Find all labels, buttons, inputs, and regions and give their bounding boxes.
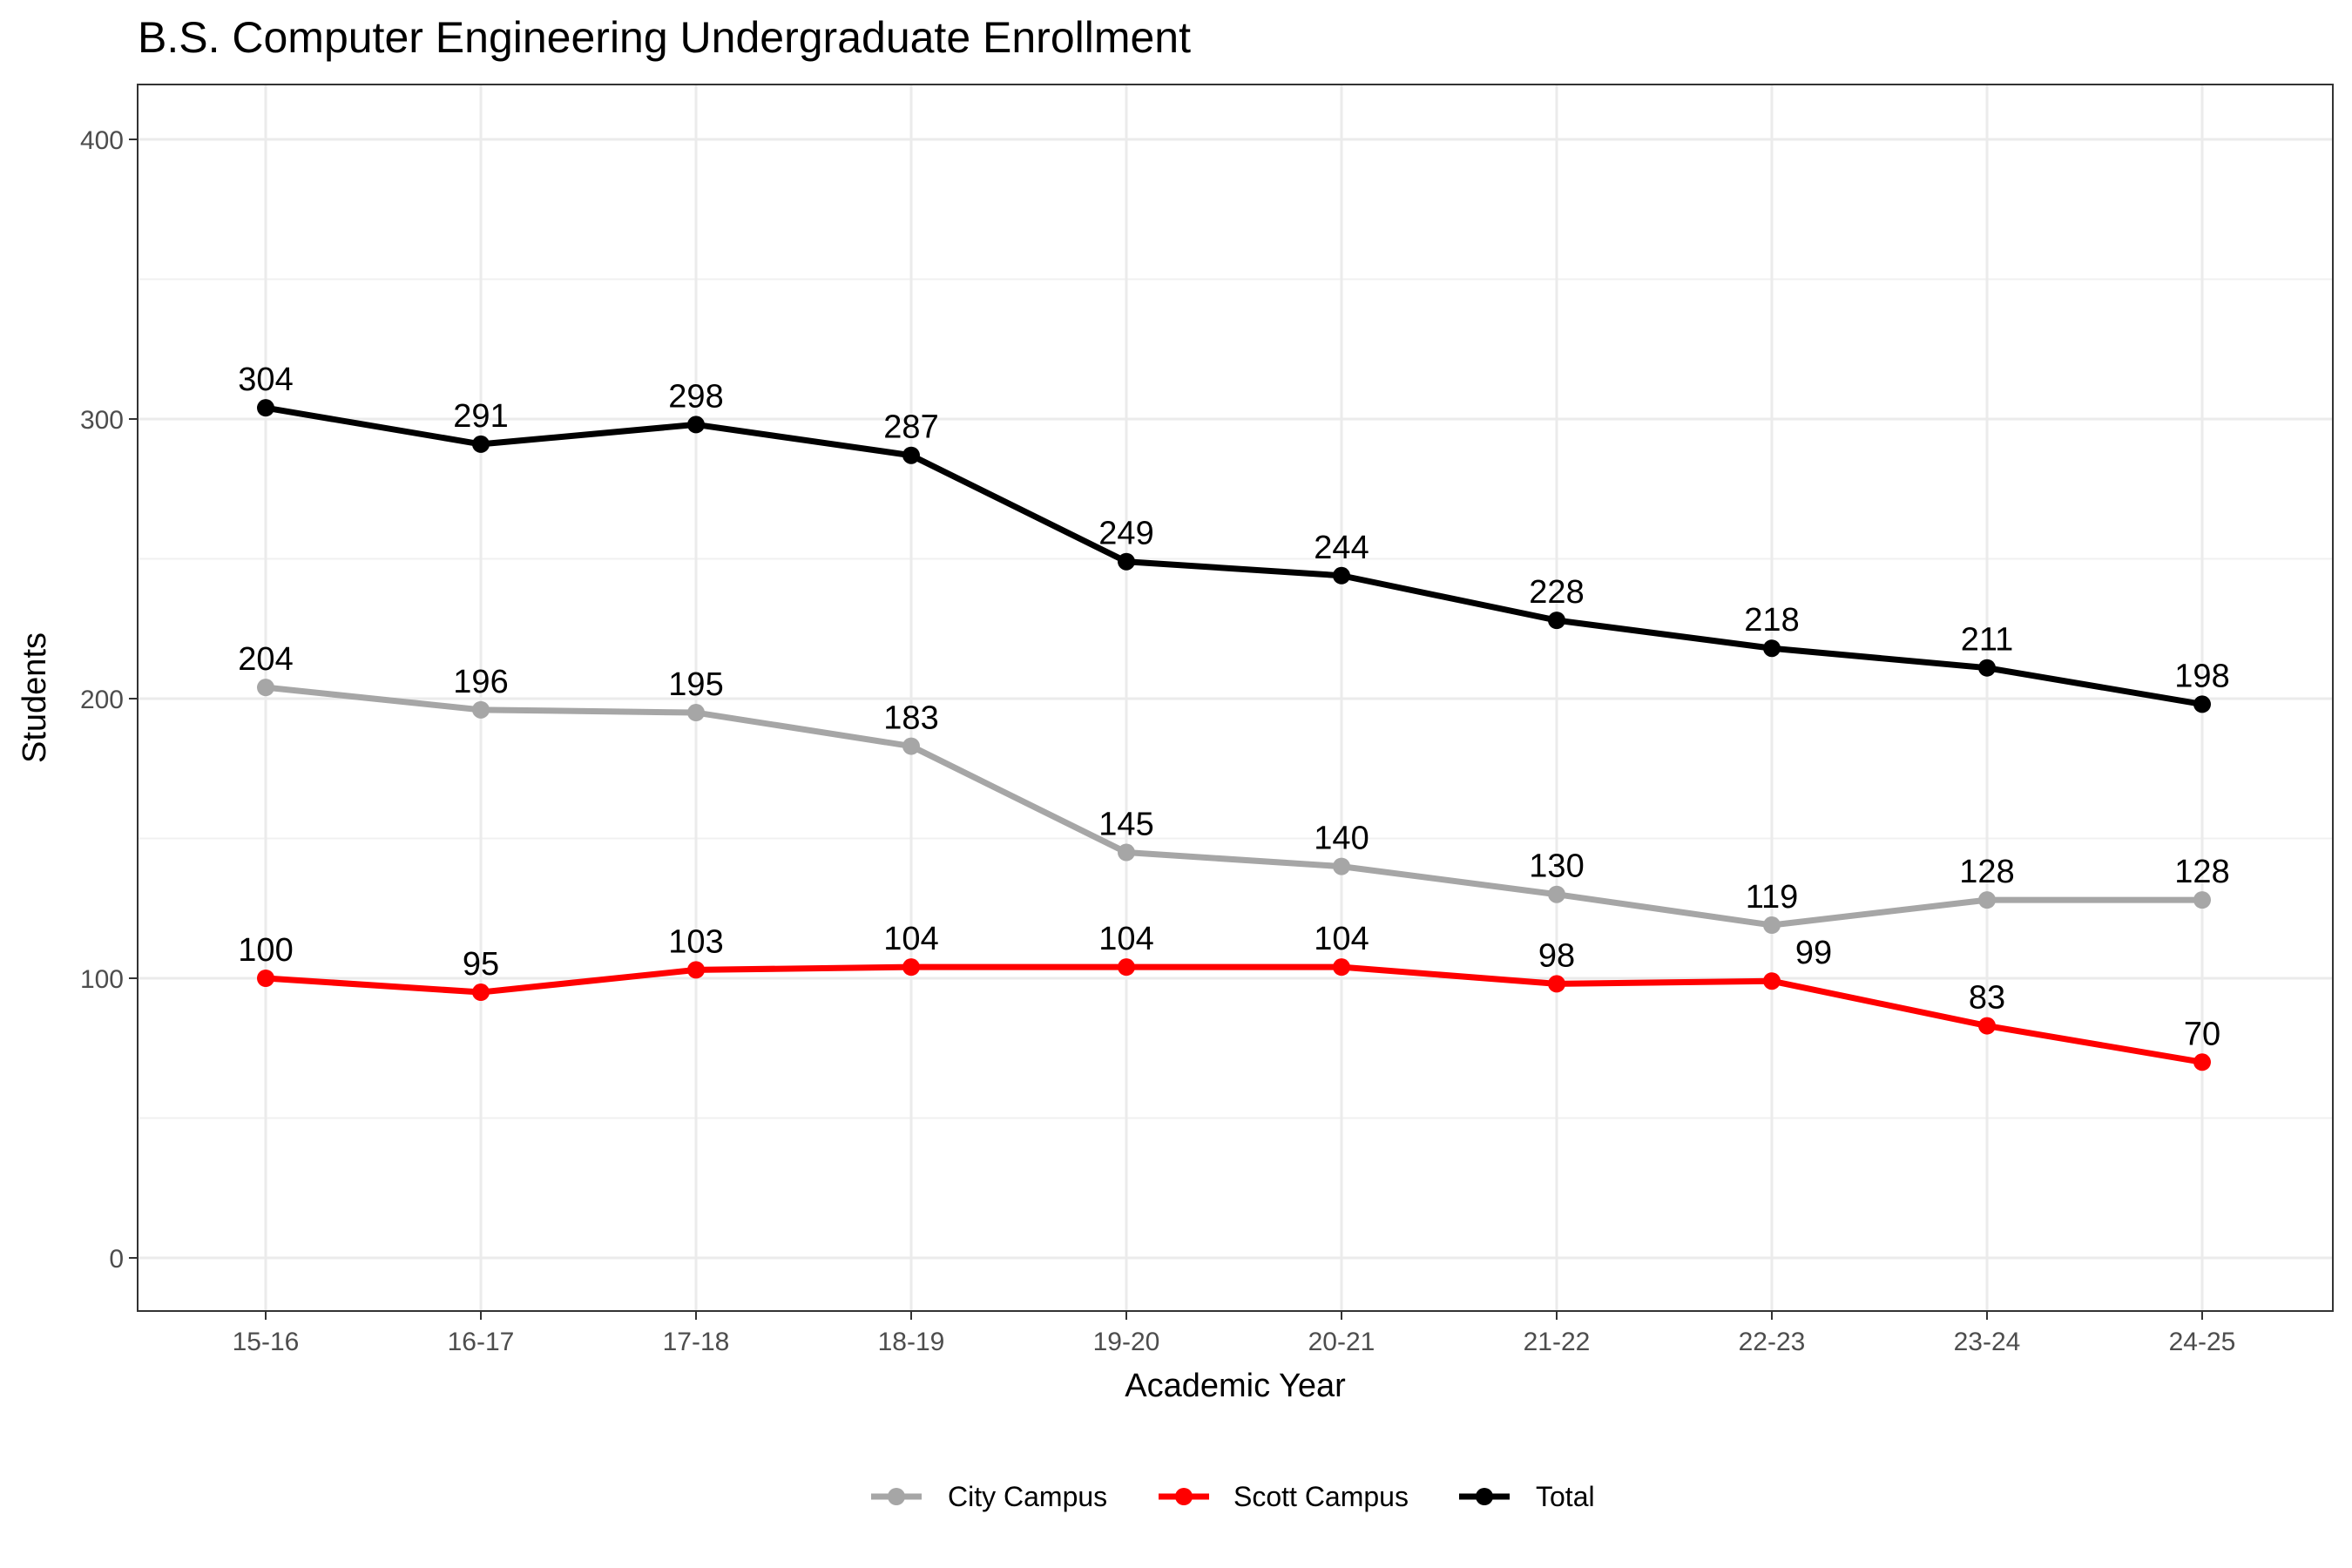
data-point [1978,1017,1996,1035]
data-label: 130 [1529,848,1584,885]
x-tick-label: 17-18 [663,1328,730,1356]
data-label: 304 [238,362,293,398]
data-point [1763,639,1781,658]
data-point [257,399,274,417]
y-tick-label: 400 [80,126,124,155]
legend-item: Total [1459,1481,1595,1512]
data-label: 104 [1098,921,1153,957]
data-point [1118,552,1135,571]
data-label: 196 [453,664,508,700]
x-tick-label: 23-24 [1954,1328,2021,1356]
x-tick-label: 18-19 [878,1328,945,1356]
series-scott-campus: 100 95 103 104 104 104 98 99 83 70 [238,921,2220,1071]
data-point [1333,566,1350,585]
data-label: 70 [2184,1016,2220,1052]
legend-label: City Campus [948,1481,1107,1512]
data-point [257,970,274,987]
data-label: 249 [1098,516,1153,552]
data-point [687,416,705,434]
data-point [472,700,490,719]
data-point [2193,695,2211,713]
y-tick-label: 200 [80,686,124,714]
data-point [902,737,920,755]
legend-item: City Campus [871,1481,1107,1512]
data-point [1763,916,1781,935]
x-axis-label: Academic Year [1125,1368,1346,1404]
data-point [257,679,274,697]
data-point [1333,958,1350,977]
data-label: 98 [1538,937,1575,974]
x-tick-label: 16-17 [448,1328,515,1356]
data-point [1118,958,1135,977]
data-label: 104 [1314,921,1369,957]
data-label: 183 [883,700,938,737]
y-axis-label: Students [17,632,53,763]
data-label: 95 [463,946,499,983]
data-point [1548,885,1565,903]
legend-item: Scott Campus [1159,1481,1409,1512]
data-point [902,958,920,977]
x-tick-label: 20-21 [1308,1328,1375,1356]
data-label: 211 [1961,622,2014,659]
data-label: 140 [1314,821,1369,857]
data-label: 103 [668,923,723,960]
series-line [265,963,2203,1065]
y-tick-label: 300 [80,406,124,435]
data-label: 287 [883,409,938,446]
data-label: 99 [1795,935,1832,971]
data-point [472,435,490,453]
data-point [687,961,705,979]
data-label: 228 [1529,574,1584,611]
x-tick-label: 22-23 [1739,1328,1806,1356]
series-city-campus: 204 196 195 183 145 140 130 119 128 128 [238,641,2230,935]
y-tick-label: 100 [80,965,124,994]
legend: City Campus Scott Campus Total [871,1481,1595,1512]
legend-key-point [888,1488,905,1505]
axes: 0 100 200 300 400 15-16 16-17 17-18 18-19 19-20 20… [80,126,2235,1356]
y-tick-label: 0 [109,1245,124,1274]
data-label: 145 [1098,807,1153,843]
legend-label: Scott Campus [1233,1481,1409,1512]
data-point [902,446,920,464]
data-point [1333,857,1350,875]
data-label: 195 [668,666,723,703]
data-point [1548,612,1565,630]
legend-key-point [1175,1488,1193,1505]
data-point [1978,659,1996,677]
data-label: 298 [668,378,723,415]
data-label: 128 [1959,854,2014,890]
x-tick-label: 24-25 [2169,1328,2236,1356]
x-tick-label: 15-16 [233,1328,300,1356]
data-label: 104 [883,921,938,957]
data-label: 291 [453,398,508,435]
series-line [265,684,2202,929]
data-point [472,983,490,1002]
data-label: 128 [2174,854,2229,890]
data-point [2193,891,2211,909]
series-line [265,404,2203,707]
data-point [1763,972,1781,990]
data-label: 244 [1314,530,1369,566]
data-point [2193,1053,2211,1071]
data-label: 218 [1744,602,1799,639]
x-tick-label: 21-22 [1524,1328,1591,1356]
legend-key-point [1476,1488,1493,1505]
data-label: 83 [1969,980,2005,1017]
data-point [1548,975,1565,993]
data-label: 100 [238,932,293,969]
data-point [1978,891,1996,909]
data-label: 198 [2174,658,2229,694]
data-label: 119 [1746,879,1799,916]
data-point [1118,843,1135,862]
x-tick-label: 19-20 [1093,1328,1160,1356]
legend-label: Total [1536,1481,1595,1512]
data-label: 204 [238,641,293,678]
chart-title: B.S. Computer Engineering Undergraduate … [138,13,1191,62]
data-point [687,704,705,722]
series-total: 304 291 298 287 249 244 228 218 211 198 [238,362,2230,713]
grid [138,84,2333,1311]
